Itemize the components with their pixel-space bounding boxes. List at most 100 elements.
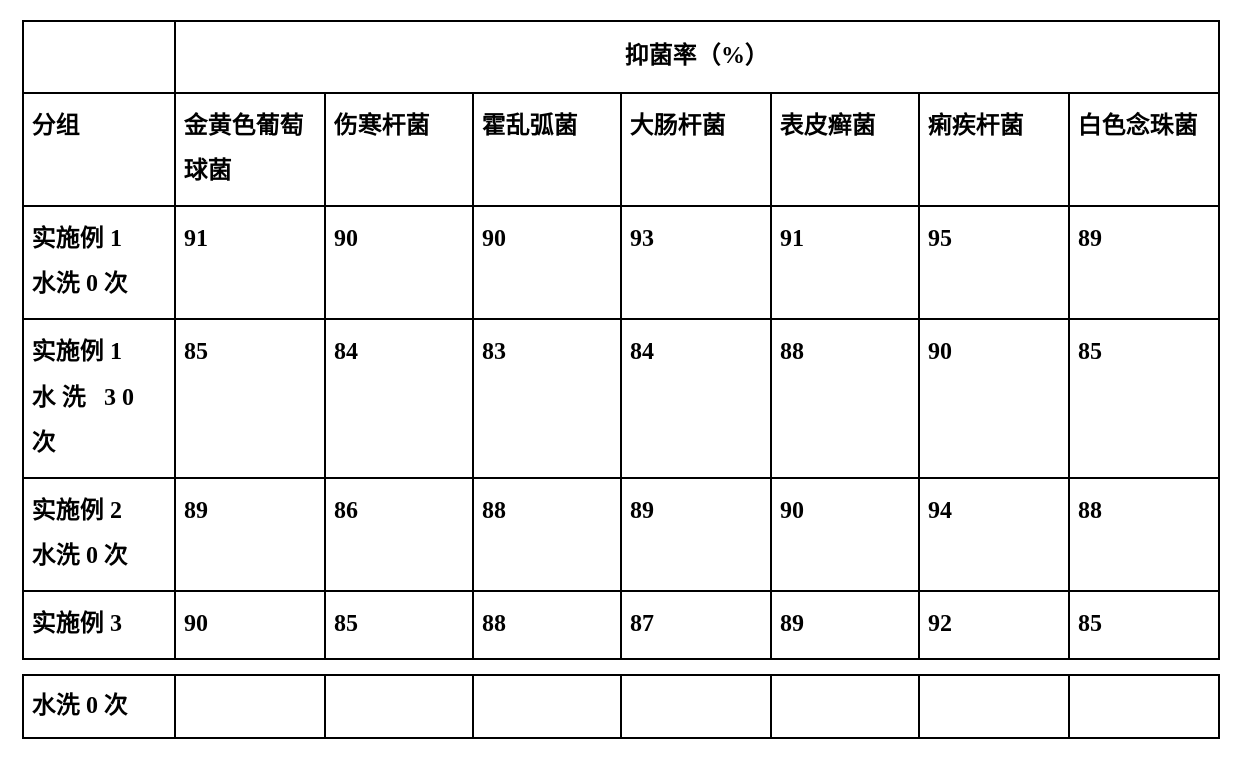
table-cell: 83 xyxy=(473,319,621,478)
col-header-text: 霍乱弧菌 xyxy=(482,113,578,139)
cell-value: 90 xyxy=(780,498,804,524)
cell-value: 85 xyxy=(184,339,208,365)
table-cell: 88 xyxy=(1069,478,1219,591)
row-label-line: 实施例 1 xyxy=(32,226,122,252)
table-cell: 84 xyxy=(325,319,473,478)
cell-value: 84 xyxy=(334,339,358,365)
table-cell: 89 xyxy=(175,478,325,591)
row-label-cell: 实施例 3 xyxy=(23,591,175,659)
table-cell: 90 xyxy=(175,591,325,659)
row-label-line: 水洗 0 次 xyxy=(32,271,128,297)
row-label-line: 实施例 2 xyxy=(32,498,122,524)
header-title-cell: 抑菌率（%） xyxy=(175,21,1219,93)
cell-value: 92 xyxy=(928,611,952,637)
table-cell: 85 xyxy=(1069,591,1219,659)
cell-value: 85 xyxy=(334,611,358,637)
col-header-text: 痢疾杆菌 xyxy=(928,113,1024,139)
table-cell: 93 xyxy=(621,206,771,319)
footer-cell xyxy=(1069,675,1219,739)
cell-value: 90 xyxy=(928,339,952,365)
cell-value: 85 xyxy=(1078,339,1102,365)
group-label-cell: 分组 xyxy=(23,93,175,206)
col-header-text: 白色念珠菌 xyxy=(1078,113,1198,139)
cell-value: 89 xyxy=(1078,226,1102,252)
row-label-line: 水洗 0 次 xyxy=(32,543,128,569)
table-row: 实施例 1 水洗 0 次 91 90 90 93 91 95 89 xyxy=(23,206,1219,319)
row-label-line: 实施例 3 xyxy=(32,611,122,637)
row-label-cell: 实施例 1 水洗 30 次 xyxy=(23,319,175,478)
col-header-text: 大肠杆菌 xyxy=(630,113,726,139)
col-header-text: 表皮癣菌 xyxy=(780,113,876,139)
row-label-cell: 实施例 2 水洗 0 次 xyxy=(23,478,175,591)
col-header-5: 痢疾杆菌 xyxy=(919,93,1069,206)
col-header-1: 伤寒杆菌 xyxy=(325,93,473,206)
cell-value: 91 xyxy=(780,226,804,252)
footer-table: 水洗 0 次 xyxy=(22,674,1220,740)
page: 抑菌率（%） 分组 金黄色葡萄球菌 伤寒杆菌 霍乱弧菌 大肠杆菌 表皮癣菌 痢疾… xyxy=(0,0,1240,759)
table-cell: 90 xyxy=(771,478,919,591)
table-cell: 84 xyxy=(621,319,771,478)
cell-value: 93 xyxy=(630,226,654,252)
cell-value: 87 xyxy=(630,611,654,637)
table-cell: 89 xyxy=(621,478,771,591)
footer-cell xyxy=(325,675,473,739)
cell-value: 85 xyxy=(1078,611,1102,637)
header-row: 抑菌率（%） xyxy=(23,21,1219,93)
table-cell: 91 xyxy=(771,206,919,319)
table-row: 实施例 1 水洗 30 次 85 84 83 84 88 90 85 xyxy=(23,319,1219,478)
col-header-text: 金黄色葡萄球菌 xyxy=(184,113,304,185)
table-cell: 88 xyxy=(473,591,621,659)
cell-value: 89 xyxy=(184,498,208,524)
cell-value: 89 xyxy=(630,498,654,524)
col-header-6: 白色念珠菌 xyxy=(1069,93,1219,206)
table-cell: 90 xyxy=(473,206,621,319)
table-cell: 90 xyxy=(919,319,1069,478)
table-cell: 90 xyxy=(325,206,473,319)
row-label-line: 实施例 1 xyxy=(32,339,122,365)
header-title: 抑菌率（%） xyxy=(625,43,769,69)
table-cell: 89 xyxy=(771,591,919,659)
cell-value: 90 xyxy=(482,226,506,252)
table-cell: 94 xyxy=(919,478,1069,591)
table-cell: 85 xyxy=(325,591,473,659)
table-cell: 85 xyxy=(1069,319,1219,478)
row-label-cell: 实施例 1 水洗 0 次 xyxy=(23,206,175,319)
cell-value: 90 xyxy=(184,611,208,637)
column-header-row: 分组 金黄色葡萄球菌 伤寒杆菌 霍乱弧菌 大肠杆菌 表皮癣菌 痢疾杆菌 白色念珠… xyxy=(23,93,1219,206)
col-header-4: 表皮癣菌 xyxy=(771,93,919,206)
footer-cell xyxy=(473,675,621,739)
table-cell: 85 xyxy=(175,319,325,478)
footer-label-cell: 水洗 0 次 xyxy=(23,675,175,739)
cell-value: 89 xyxy=(780,611,804,637)
footer-row: 水洗 0 次 xyxy=(23,675,1219,739)
cell-value: 88 xyxy=(482,611,506,637)
table-row: 实施例 3 90 85 88 87 89 92 85 xyxy=(23,591,1219,659)
cell-value: 90 xyxy=(334,226,358,252)
cell-value: 86 xyxy=(334,498,358,524)
table-cell: 88 xyxy=(771,319,919,478)
table-cell: 92 xyxy=(919,591,1069,659)
cell-value: 88 xyxy=(1078,498,1102,524)
col-header-0: 金黄色葡萄球菌 xyxy=(175,93,325,206)
cell-value: 91 xyxy=(184,226,208,252)
col-header-text: 伤寒杆菌 xyxy=(334,113,430,139)
cell-value: 84 xyxy=(630,339,654,365)
main-table: 抑菌率（%） 分组 金黄色葡萄球菌 伤寒杆菌 霍乱弧菌 大肠杆菌 表皮癣菌 痢疾… xyxy=(22,20,1220,660)
footer-cell xyxy=(175,675,325,739)
table-cell: 86 xyxy=(325,478,473,591)
row-label-line: 水洗 30 xyxy=(32,385,140,411)
footer-label: 水洗 0 次 xyxy=(32,693,128,719)
col-header-2: 霍乱弧菌 xyxy=(473,93,621,206)
table-cell: 87 xyxy=(621,591,771,659)
cell-value: 83 xyxy=(482,339,506,365)
table-row: 实施例 2 水洗 0 次 89 86 88 89 90 94 88 xyxy=(23,478,1219,591)
row-label-line: 次 xyxy=(32,430,56,456)
table-cell: 89 xyxy=(1069,206,1219,319)
col-header-3: 大肠杆菌 xyxy=(621,93,771,206)
cell-value: 94 xyxy=(928,498,952,524)
cell-value: 95 xyxy=(928,226,952,252)
cell-value: 88 xyxy=(482,498,506,524)
footer-cell xyxy=(919,675,1069,739)
table-cell: 88 xyxy=(473,478,621,591)
table-cell: 95 xyxy=(919,206,1069,319)
